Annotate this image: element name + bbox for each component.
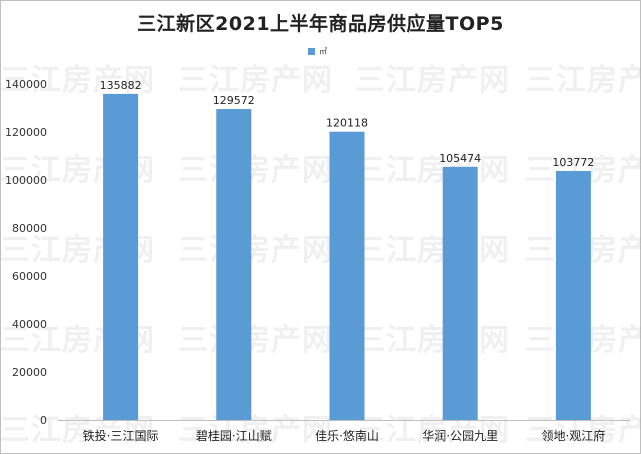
watermark-text: 三江房产网 xyxy=(355,323,510,358)
bar xyxy=(442,166,478,420)
chart-title: 三江新区2021上半年商品房供应量TOP5 xyxy=(137,13,504,35)
x-tick-label: 华润·公园九里 xyxy=(422,429,498,443)
watermark-text: 三江房产网 xyxy=(178,153,333,188)
watermark-text: 三江房产网 xyxy=(525,63,641,98)
watermark-text: 三江房产网 xyxy=(178,413,333,448)
x-tick-label: 佳乐·悠南山 xyxy=(315,428,379,443)
y-tick-label: 40000 xyxy=(12,318,47,331)
data-label: 105474 xyxy=(439,152,481,165)
watermark-text: 三江房产网 xyxy=(355,63,510,98)
watermark-text: 三江房产网 xyxy=(178,233,333,268)
y-tick-label: 0 xyxy=(40,414,47,427)
bar xyxy=(329,131,365,420)
y-tick-label: 120000 xyxy=(5,126,47,139)
watermark-text: 三江房产网 xyxy=(355,233,510,268)
x-tick-label: 铁投·三江国际 xyxy=(83,428,159,443)
watermark-text: 三江房产网 xyxy=(178,323,333,358)
y-tick-label: 60000 xyxy=(12,270,47,283)
bar xyxy=(216,109,252,421)
watermark-text: 三江房产网 xyxy=(355,153,510,188)
y-tick-label: 80000 xyxy=(12,222,47,235)
bar xyxy=(555,170,591,420)
legend-label: ㎡ xyxy=(319,46,327,56)
data-label: 120118 xyxy=(326,117,368,130)
bar xyxy=(103,93,139,420)
watermark-text: 三江房产网 xyxy=(178,63,333,98)
legend: ㎡ xyxy=(308,45,327,57)
y-tick-label: 100000 xyxy=(5,174,47,187)
data-label: 135882 xyxy=(100,79,142,92)
y-tick-label: 140000 xyxy=(5,78,47,91)
watermark-text: 三江房产网 xyxy=(0,63,155,98)
x-tick-label: 领地·观江府 xyxy=(541,428,605,443)
watermark-text: 三江房产网 xyxy=(355,413,510,448)
y-tick-label: 20000 xyxy=(12,366,47,379)
data-label: 129572 xyxy=(213,94,255,107)
legend-swatch xyxy=(308,47,315,55)
x-tick-label: 碧桂园·江山赋 xyxy=(196,428,272,443)
data-label: 103772 xyxy=(552,156,594,169)
